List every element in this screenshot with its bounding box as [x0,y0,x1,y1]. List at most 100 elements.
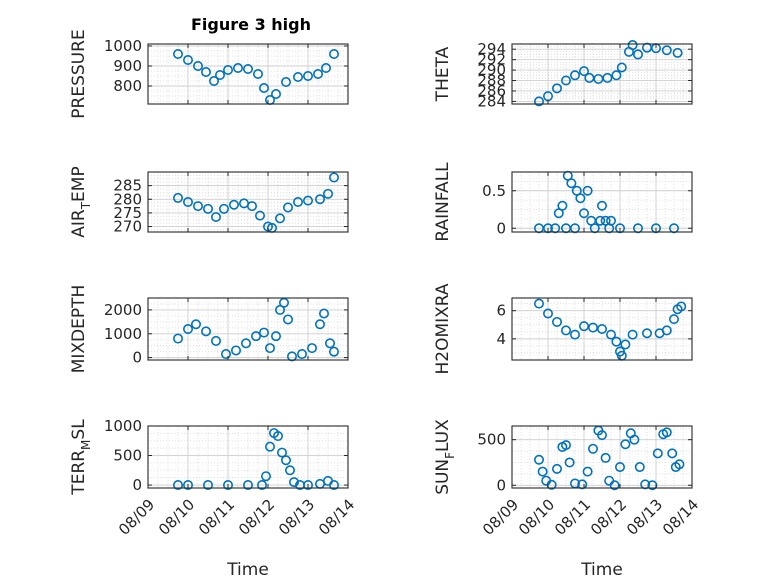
data-point [270,331,281,342]
data-point [312,69,323,80]
data-point [173,480,184,491]
data-point [292,72,303,83]
data-point [203,480,214,491]
panel-mixdepth: 0 1000 2000 MIXDEPTH [69,285,349,374]
data-point [632,49,643,60]
data-point [661,427,672,438]
data-point [328,48,339,59]
data-point [255,210,266,221]
data-point [627,329,638,340]
data-point [542,308,553,319]
data-point [322,188,333,199]
y-tick-label: 800 [113,77,142,95]
data-point [201,326,212,337]
data-point [328,346,339,357]
data-point [605,329,616,340]
data-point [280,77,291,88]
data-point [605,215,616,226]
y-tick-label: 284 [477,92,506,110]
y-axis-label: MIXDEPTH [69,285,89,374]
y-tick-label: 500 [113,447,142,465]
data-point [672,47,683,58]
y-axis-label: PRESSURE [69,29,89,118]
data-point [620,339,631,350]
data-point [324,338,335,349]
data-point [602,72,613,83]
data-point [233,62,244,73]
y-tick-label: 4 [496,330,506,348]
data-point [667,448,678,459]
data-point [569,329,580,340]
y-tick-label: 0 [496,476,506,494]
data-point [674,459,685,470]
axes-box [147,43,349,105]
data-point [243,64,254,75]
data-point [569,70,580,81]
data-point [577,479,588,490]
data-point [640,479,651,490]
y-tick-label: 292 [477,51,506,69]
data-point [647,480,658,491]
data-point [183,197,194,208]
data-point [560,440,571,451]
data-point [537,466,548,477]
data-point [302,195,313,206]
y-tick-label: 280 [113,190,142,208]
data-point [231,345,242,356]
data-point [264,343,275,354]
data-point [173,48,184,59]
y-tick-label: 500 [477,431,506,449]
y-tick-label: 286 [477,82,506,100]
y-tick-label: 1000 [104,325,142,343]
data-point [241,338,252,349]
data-point [251,331,262,342]
y-axis-label: THETA [433,46,453,102]
data-point [533,454,544,465]
data-point [221,349,232,360]
data-point [582,466,593,477]
data-point [260,471,271,482]
data-point [611,70,622,81]
data-point [661,325,672,336]
data-point [668,314,679,325]
data-point [193,201,204,212]
data-point [209,76,220,87]
data-point [566,178,577,189]
panel-h2omixra: 4 6 H2OMIXRA [433,283,693,375]
data-point [578,208,589,219]
data-point [560,75,571,86]
data-point [282,202,293,213]
figure-title: Figure 3 high [191,15,311,34]
y-tick-label: 0 [132,476,142,494]
data-point [551,316,562,327]
y-tick-label: 290 [477,61,506,79]
y-axis-label: SUNFLUX [433,419,457,495]
y-tick-label: 275 [113,204,142,222]
data-point [557,200,568,211]
axes-box [511,171,693,233]
data-point [258,327,269,338]
data-point [183,54,194,65]
y-tick-label: 900 [113,57,142,75]
data-point [193,60,204,71]
data-point [533,96,544,107]
data-point [560,325,571,336]
data-point [302,480,313,491]
data-point [274,213,285,224]
data-point [183,323,194,334]
y-axis-label: RAINFALL [433,162,453,242]
data-point [280,455,291,466]
data-point [314,194,325,205]
data-point [264,441,275,452]
y-tick-label: 1000 [104,417,142,435]
data-point [288,477,299,488]
y-tick-label: 0 [496,219,506,237]
data-point [286,351,297,362]
data-point [203,203,214,214]
data-point [211,335,222,346]
data-point [183,480,194,491]
data-point [661,45,672,56]
data-point [634,462,645,473]
